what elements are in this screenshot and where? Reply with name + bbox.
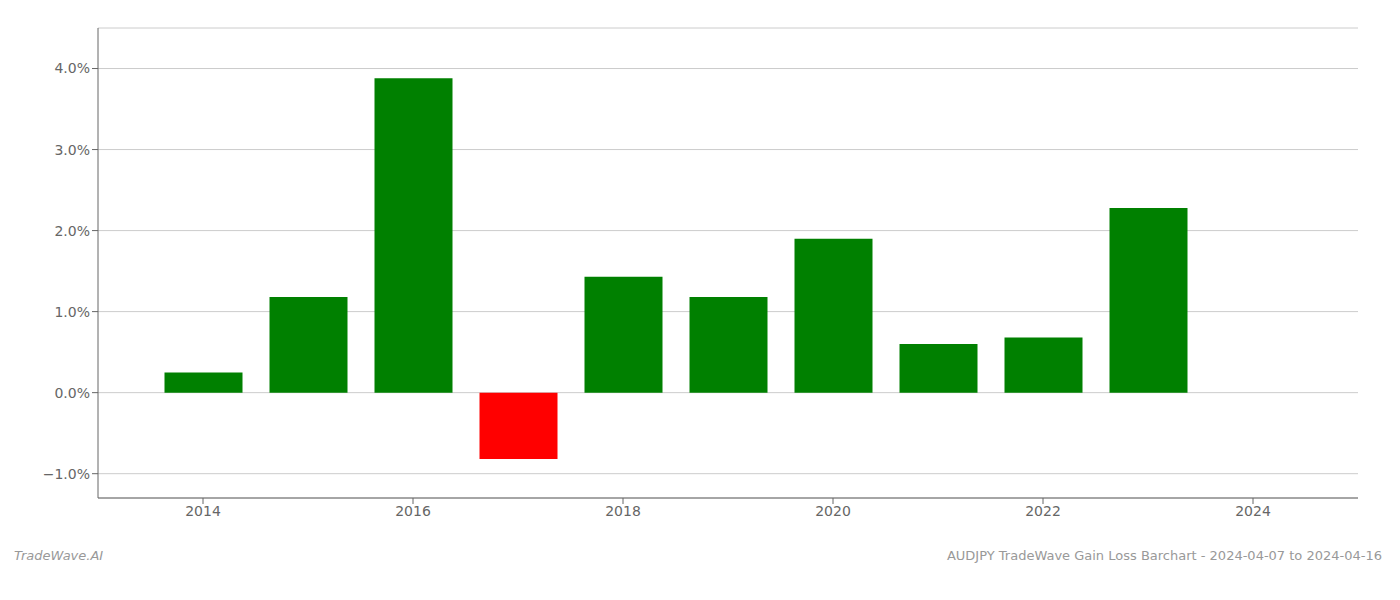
svg-text:2018: 2018 <box>605 503 641 519</box>
svg-text:2016: 2016 <box>395 503 431 519</box>
svg-text:2020: 2020 <box>815 503 851 519</box>
html-text:TradeWave.AI: TradeWave.AI <box>14 548 104 563</box>
svg-text:0.0%: 0.0% <box>54 385 90 401</box>
svg-text:4.0%: 4.0% <box>54 60 90 76</box>
svg-text:2.0%: 2.0% <box>54 223 90 239</box>
svg-text:2024: 2024 <box>1235 503 1271 519</box>
html-text:AUDJPY TradeWave Gain Loss Bar: AUDJPY TradeWave Gain Loss Barchart - 20… <box>946 548 1382 563</box>
svg-text:1.0%: 1.0% <box>54 304 90 320</box>
svg-text:2022: 2022 <box>1025 503 1061 519</box>
svg-text:2014: 2014 <box>185 503 221 519</box>
svg-text:−1.0%: −1.0% <box>43 466 90 482</box>
svg-text:3.0%: 3.0% <box>54 142 90 158</box>
